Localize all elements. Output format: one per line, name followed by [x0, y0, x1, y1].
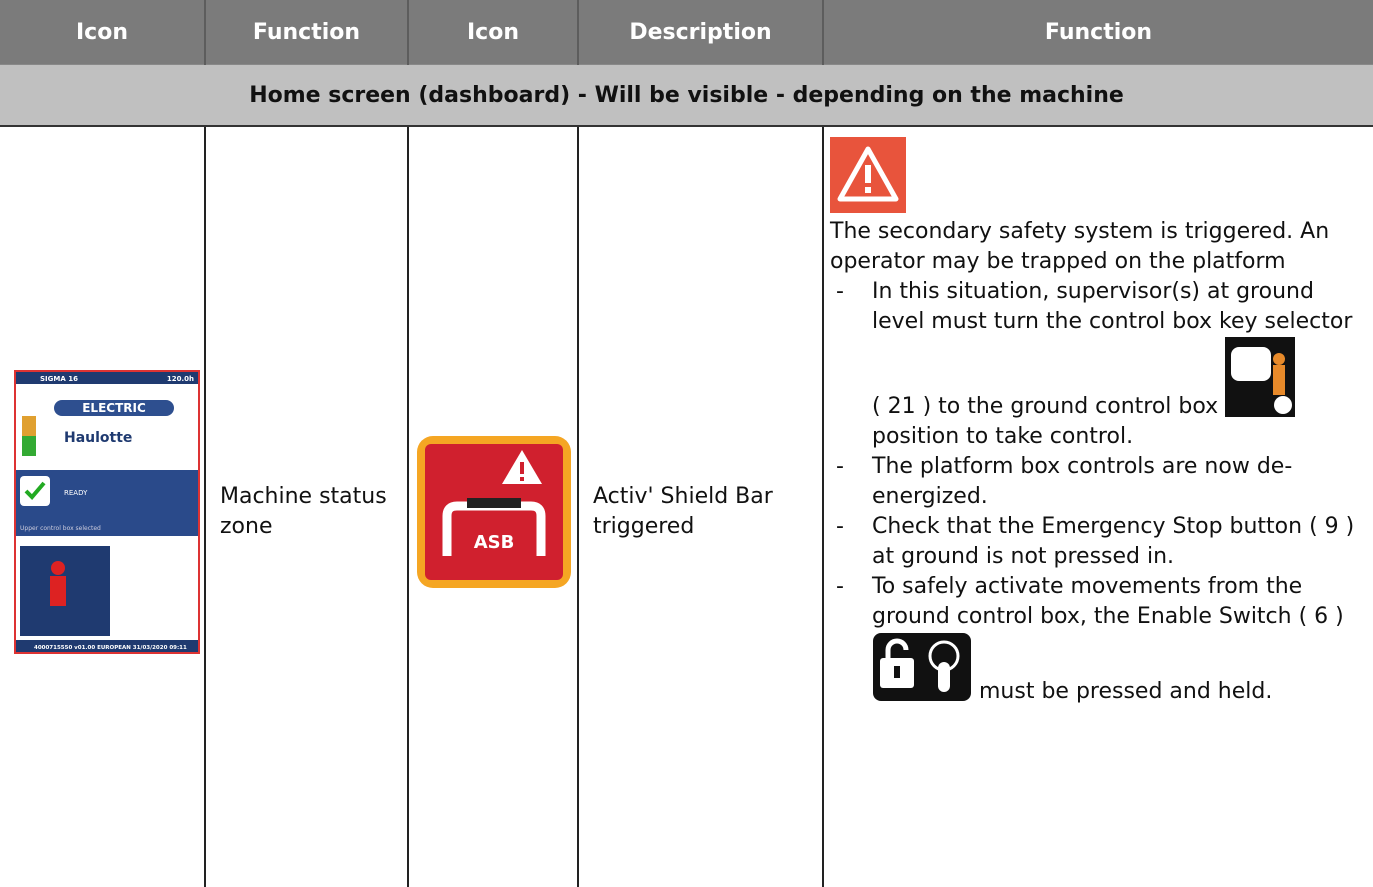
text: In this situation, supervisor(s) at grou…	[872, 279, 1353, 419]
control-box-icon	[1225, 337, 1296, 417]
list: In this situation, supervisor(s) at grou…	[830, 277, 1367, 707]
asb-icon: ASB	[417, 436, 571, 588]
selection: Upper control box selected	[20, 525, 101, 532]
header: Function	[205, 0, 409, 65]
cell: ASB	[408, 126, 579, 887]
intro: The secondary safety system is triggered…	[830, 219, 1330, 274]
row: SIGMA 16 120.0h ELECTRIC Haulotte READY …	[0, 126, 1373, 887]
section-title: Home screen (dashboard) - Will be visibl…	[0, 64, 1373, 127]
warning-icon	[830, 137, 906, 213]
header: Description	[578, 0, 824, 65]
header: Function	[823, 0, 1373, 65]
header: Icon	[408, 0, 579, 65]
asb-label: ASB	[474, 532, 515, 553]
hours: 120.0h	[167, 375, 194, 383]
header-row: Icon Function Icon Description Function	[0, 0, 1373, 65]
list-item: Check that the Emergency Stop button ( 9…	[830, 512, 1367, 572]
screen-image: SIGMA 16 120.0h ELECTRIC Haulotte READY …	[14, 370, 200, 654]
cell: SIGMA 16 120.0h ELECTRIC Haulotte READY …	[0, 126, 206, 887]
text: must be pressed and held.	[979, 679, 1273, 704]
list-item: To safely activate movements from the gr…	[830, 572, 1367, 707]
status: READY	[64, 489, 88, 497]
text: position to take control.	[872, 424, 1134, 449]
energy: ELECTRIC	[82, 401, 146, 415]
list-item: In this situation, supervisor(s) at grou…	[830, 277, 1367, 452]
brand: Haulotte	[64, 430, 132, 446]
cell: The secondary safety system is triggered…	[823, 126, 1373, 887]
text: To safely activate movements from the gr…	[872, 574, 1344, 629]
header: Icon	[0, 0, 206, 65]
cell: Machine status zone	[205, 126, 409, 887]
footer: 4000715550 v01.00 EUROPEAN 31/03/2020 09…	[34, 645, 187, 651]
cell: Activ' Shield Bar triggered	[578, 126, 824, 887]
list-item: The platform box controls are now de-ene…	[830, 452, 1367, 512]
model: SIGMA 16	[40, 375, 78, 383]
enable-switch-icon	[873, 633, 971, 701]
